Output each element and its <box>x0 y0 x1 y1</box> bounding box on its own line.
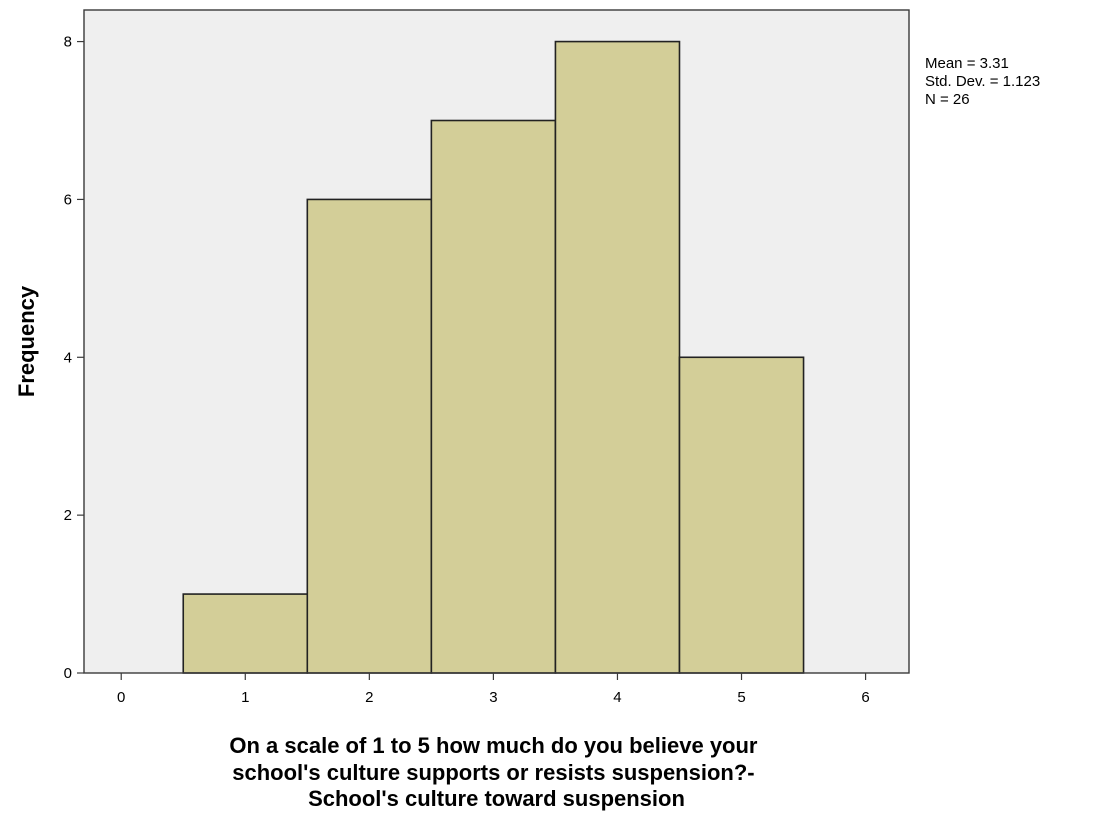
x-axis-title: On a scale of 1 to 5 how much do you bel… <box>229 733 763 811</box>
x-tick-label: 1 <box>241 689 249 706</box>
histogram-bar-2 <box>306 198 433 674</box>
plot-frame <box>83 9 910 674</box>
x-tick-label: 0 <box>117 689 125 706</box>
stat-n: N = 26 <box>925 91 970 108</box>
y-tick-label: 6 <box>64 191 72 208</box>
x-tick-label: 6 <box>861 689 869 706</box>
x-axis-title-line-3: School's culture toward suspension <box>308 786 685 811</box>
x-axis-title-line-2: school's culture supports or resists sus… <box>232 760 754 785</box>
y-tick-label: 0 <box>64 665 72 682</box>
y-axis: 0 2 4 6 8 <box>64 34 84 682</box>
histogram-bar-3 <box>430 119 557 674</box>
x-axis: 0 1 2 3 4 5 6 <box>117 673 870 706</box>
stat-mean: Mean = 3.31 <box>925 55 1009 72</box>
histogram-bar-1 <box>182 593 309 674</box>
y-axis-title: Frequency <box>14 285 39 397</box>
x-tick-label: 4 <box>613 689 621 706</box>
histogram-bar-4 <box>554 40 681 674</box>
y-tick-label: 8 <box>64 34 72 51</box>
stat-std-dev: Std. Dev. = 1.123 <box>925 73 1040 90</box>
x-tick-label: 5 <box>737 689 745 706</box>
x-tick-label: 2 <box>365 689 373 706</box>
x-tick-label: 3 <box>489 689 497 706</box>
y-tick-label: 4 <box>64 349 72 366</box>
x-axis-title-line-1: On a scale of 1 to 5 how much do you bel… <box>229 733 758 758</box>
histogram-bar-5 <box>678 356 805 674</box>
bars-group <box>182 40 805 674</box>
y-tick-label: 2 <box>64 507 72 524</box>
statistics-legend: Mean = 3.31 Std. Dev. = 1.123 N = 26 <box>925 55 1044 108</box>
